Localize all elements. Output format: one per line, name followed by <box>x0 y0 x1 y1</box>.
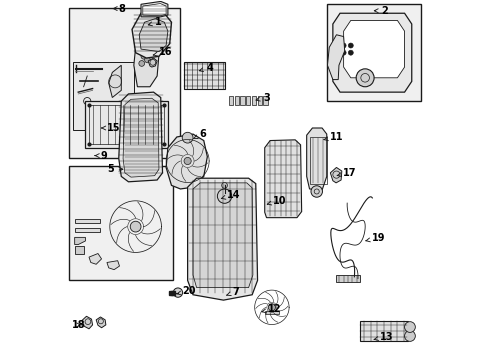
Circle shape <box>311 186 322 197</box>
Circle shape <box>405 330 416 341</box>
Circle shape <box>141 53 147 59</box>
Polygon shape <box>82 316 93 329</box>
Circle shape <box>221 183 227 188</box>
Polygon shape <box>193 183 253 288</box>
Bar <box>69 166 173 280</box>
Circle shape <box>218 189 232 203</box>
Text: 10: 10 <box>267 196 287 206</box>
Polygon shape <box>265 140 302 218</box>
Text: 18: 18 <box>72 320 85 330</box>
Circle shape <box>182 132 193 143</box>
Polygon shape <box>330 167 342 183</box>
Polygon shape <box>132 10 172 58</box>
Polygon shape <box>141 1 168 17</box>
Circle shape <box>269 304 275 311</box>
Bar <box>73 62 134 130</box>
Text: 11: 11 <box>324 132 343 142</box>
Text: 17: 17 <box>337 168 356 178</box>
Polygon shape <box>107 261 120 270</box>
Bar <box>265 311 279 315</box>
Bar <box>74 228 100 232</box>
Circle shape <box>341 50 346 55</box>
Text: 16: 16 <box>153 47 172 57</box>
Circle shape <box>348 50 353 55</box>
Polygon shape <box>188 178 258 300</box>
Bar <box>74 219 100 223</box>
Polygon shape <box>74 246 84 253</box>
Polygon shape <box>123 98 159 177</box>
Bar <box>85 101 168 148</box>
Polygon shape <box>109 65 122 98</box>
Text: 5: 5 <box>107 164 123 174</box>
Polygon shape <box>96 317 106 328</box>
Circle shape <box>139 60 145 66</box>
Circle shape <box>341 43 346 48</box>
Circle shape <box>130 221 141 232</box>
Bar <box>89 105 164 144</box>
Text: 15: 15 <box>101 123 121 133</box>
Text: 6: 6 <box>194 130 206 139</box>
Polygon shape <box>307 128 327 190</box>
Bar <box>337 275 360 282</box>
Text: 1: 1 <box>148 17 162 27</box>
Bar <box>258 96 262 105</box>
Bar <box>263 96 268 105</box>
Polygon shape <box>166 134 207 189</box>
Polygon shape <box>74 237 85 244</box>
Bar <box>229 96 233 105</box>
Circle shape <box>356 69 374 87</box>
Circle shape <box>173 288 183 297</box>
Bar <box>184 62 225 89</box>
Polygon shape <box>139 19 168 51</box>
Text: 14: 14 <box>221 190 241 200</box>
Text: 13: 13 <box>374 332 393 342</box>
Polygon shape <box>143 4 166 16</box>
Text: 7: 7 <box>227 287 239 297</box>
Bar <box>240 96 245 105</box>
Bar <box>327 4 421 101</box>
Polygon shape <box>327 35 344 80</box>
Text: 2: 2 <box>374 6 388 16</box>
Circle shape <box>348 43 353 48</box>
Circle shape <box>145 57 150 63</box>
Bar <box>360 320 408 341</box>
Bar <box>310 137 327 184</box>
Polygon shape <box>333 13 412 92</box>
Text: 8: 8 <box>113 4 125 14</box>
Polygon shape <box>119 92 163 182</box>
Text: 3: 3 <box>256 93 270 103</box>
Bar <box>246 96 250 105</box>
Polygon shape <box>89 253 101 264</box>
Polygon shape <box>343 21 405 78</box>
Circle shape <box>184 157 191 165</box>
Polygon shape <box>148 58 157 67</box>
Text: 9: 9 <box>95 150 108 161</box>
Text: 12: 12 <box>262 304 281 314</box>
Bar <box>235 96 239 105</box>
Polygon shape <box>134 37 159 87</box>
Bar <box>252 96 256 105</box>
Text: 19: 19 <box>366 233 385 243</box>
Text: 4: 4 <box>199 63 213 73</box>
Bar <box>69 8 180 158</box>
Circle shape <box>405 321 416 332</box>
Text: 20: 20 <box>177 286 196 296</box>
